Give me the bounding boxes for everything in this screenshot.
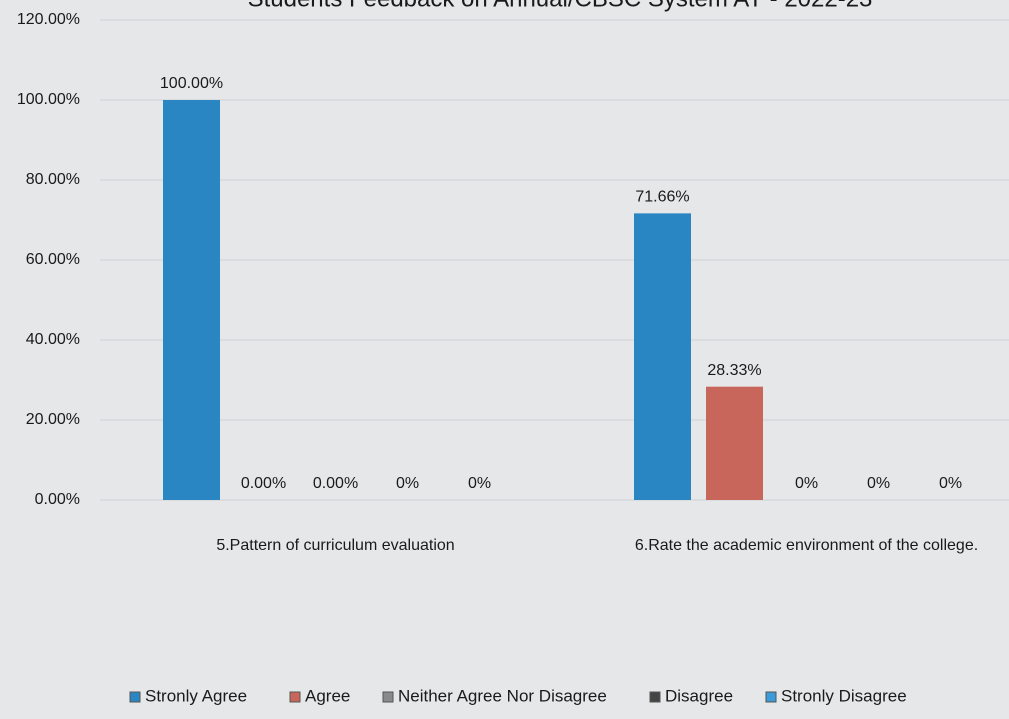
legend-label: Neither Agree Nor Disagree: [398, 686, 607, 705]
y-tick-label: 40.00%: [26, 331, 80, 348]
legend-label: Disagree: [665, 686, 733, 705]
legend-label: Agree: [305, 686, 350, 705]
y-tick-label: 0.00%: [35, 491, 80, 508]
x-tick-label: 6.Rate the academic environment of the c…: [635, 537, 978, 554]
legend-swatch: [382, 691, 394, 703]
data-label: 0%: [795, 475, 818, 492]
data-label: 28.33%: [707, 362, 761, 379]
data-label: 71.66%: [635, 189, 689, 206]
y-tick-label: 60.00%: [26, 251, 80, 268]
legend-swatch: [289, 691, 301, 703]
data-label: 0.00%: [313, 475, 358, 492]
bar: [706, 386, 763, 500]
y-tick-label: 80.00%: [26, 171, 80, 188]
data-label: 0%: [867, 475, 890, 492]
y-tick-label: 120.00%: [17, 11, 80, 28]
legend-label: Stronly Disagree: [781, 686, 907, 705]
data-label: 0%: [939, 475, 962, 492]
legend-swatch: [765, 691, 777, 703]
chart-title: Students Feedback on Annual/CBSC System …: [248, 0, 873, 12]
bar: [163, 100, 220, 500]
legend-label: Stronly Agree: [145, 686, 247, 705]
data-label: 0.00%: [241, 475, 286, 492]
data-label: 0%: [396, 475, 419, 492]
data-label: 100.00%: [160, 75, 223, 92]
y-tick-label: 100.00%: [17, 91, 80, 108]
x-tick-label: 5.Pattern of curriculum evaluation: [216, 537, 454, 554]
data-label: 0%: [468, 475, 491, 492]
y-tick-label: 20.00%: [26, 411, 80, 428]
bar: [634, 213, 691, 501]
legend-swatch: [649, 691, 661, 703]
legend-swatch: [129, 691, 141, 703]
